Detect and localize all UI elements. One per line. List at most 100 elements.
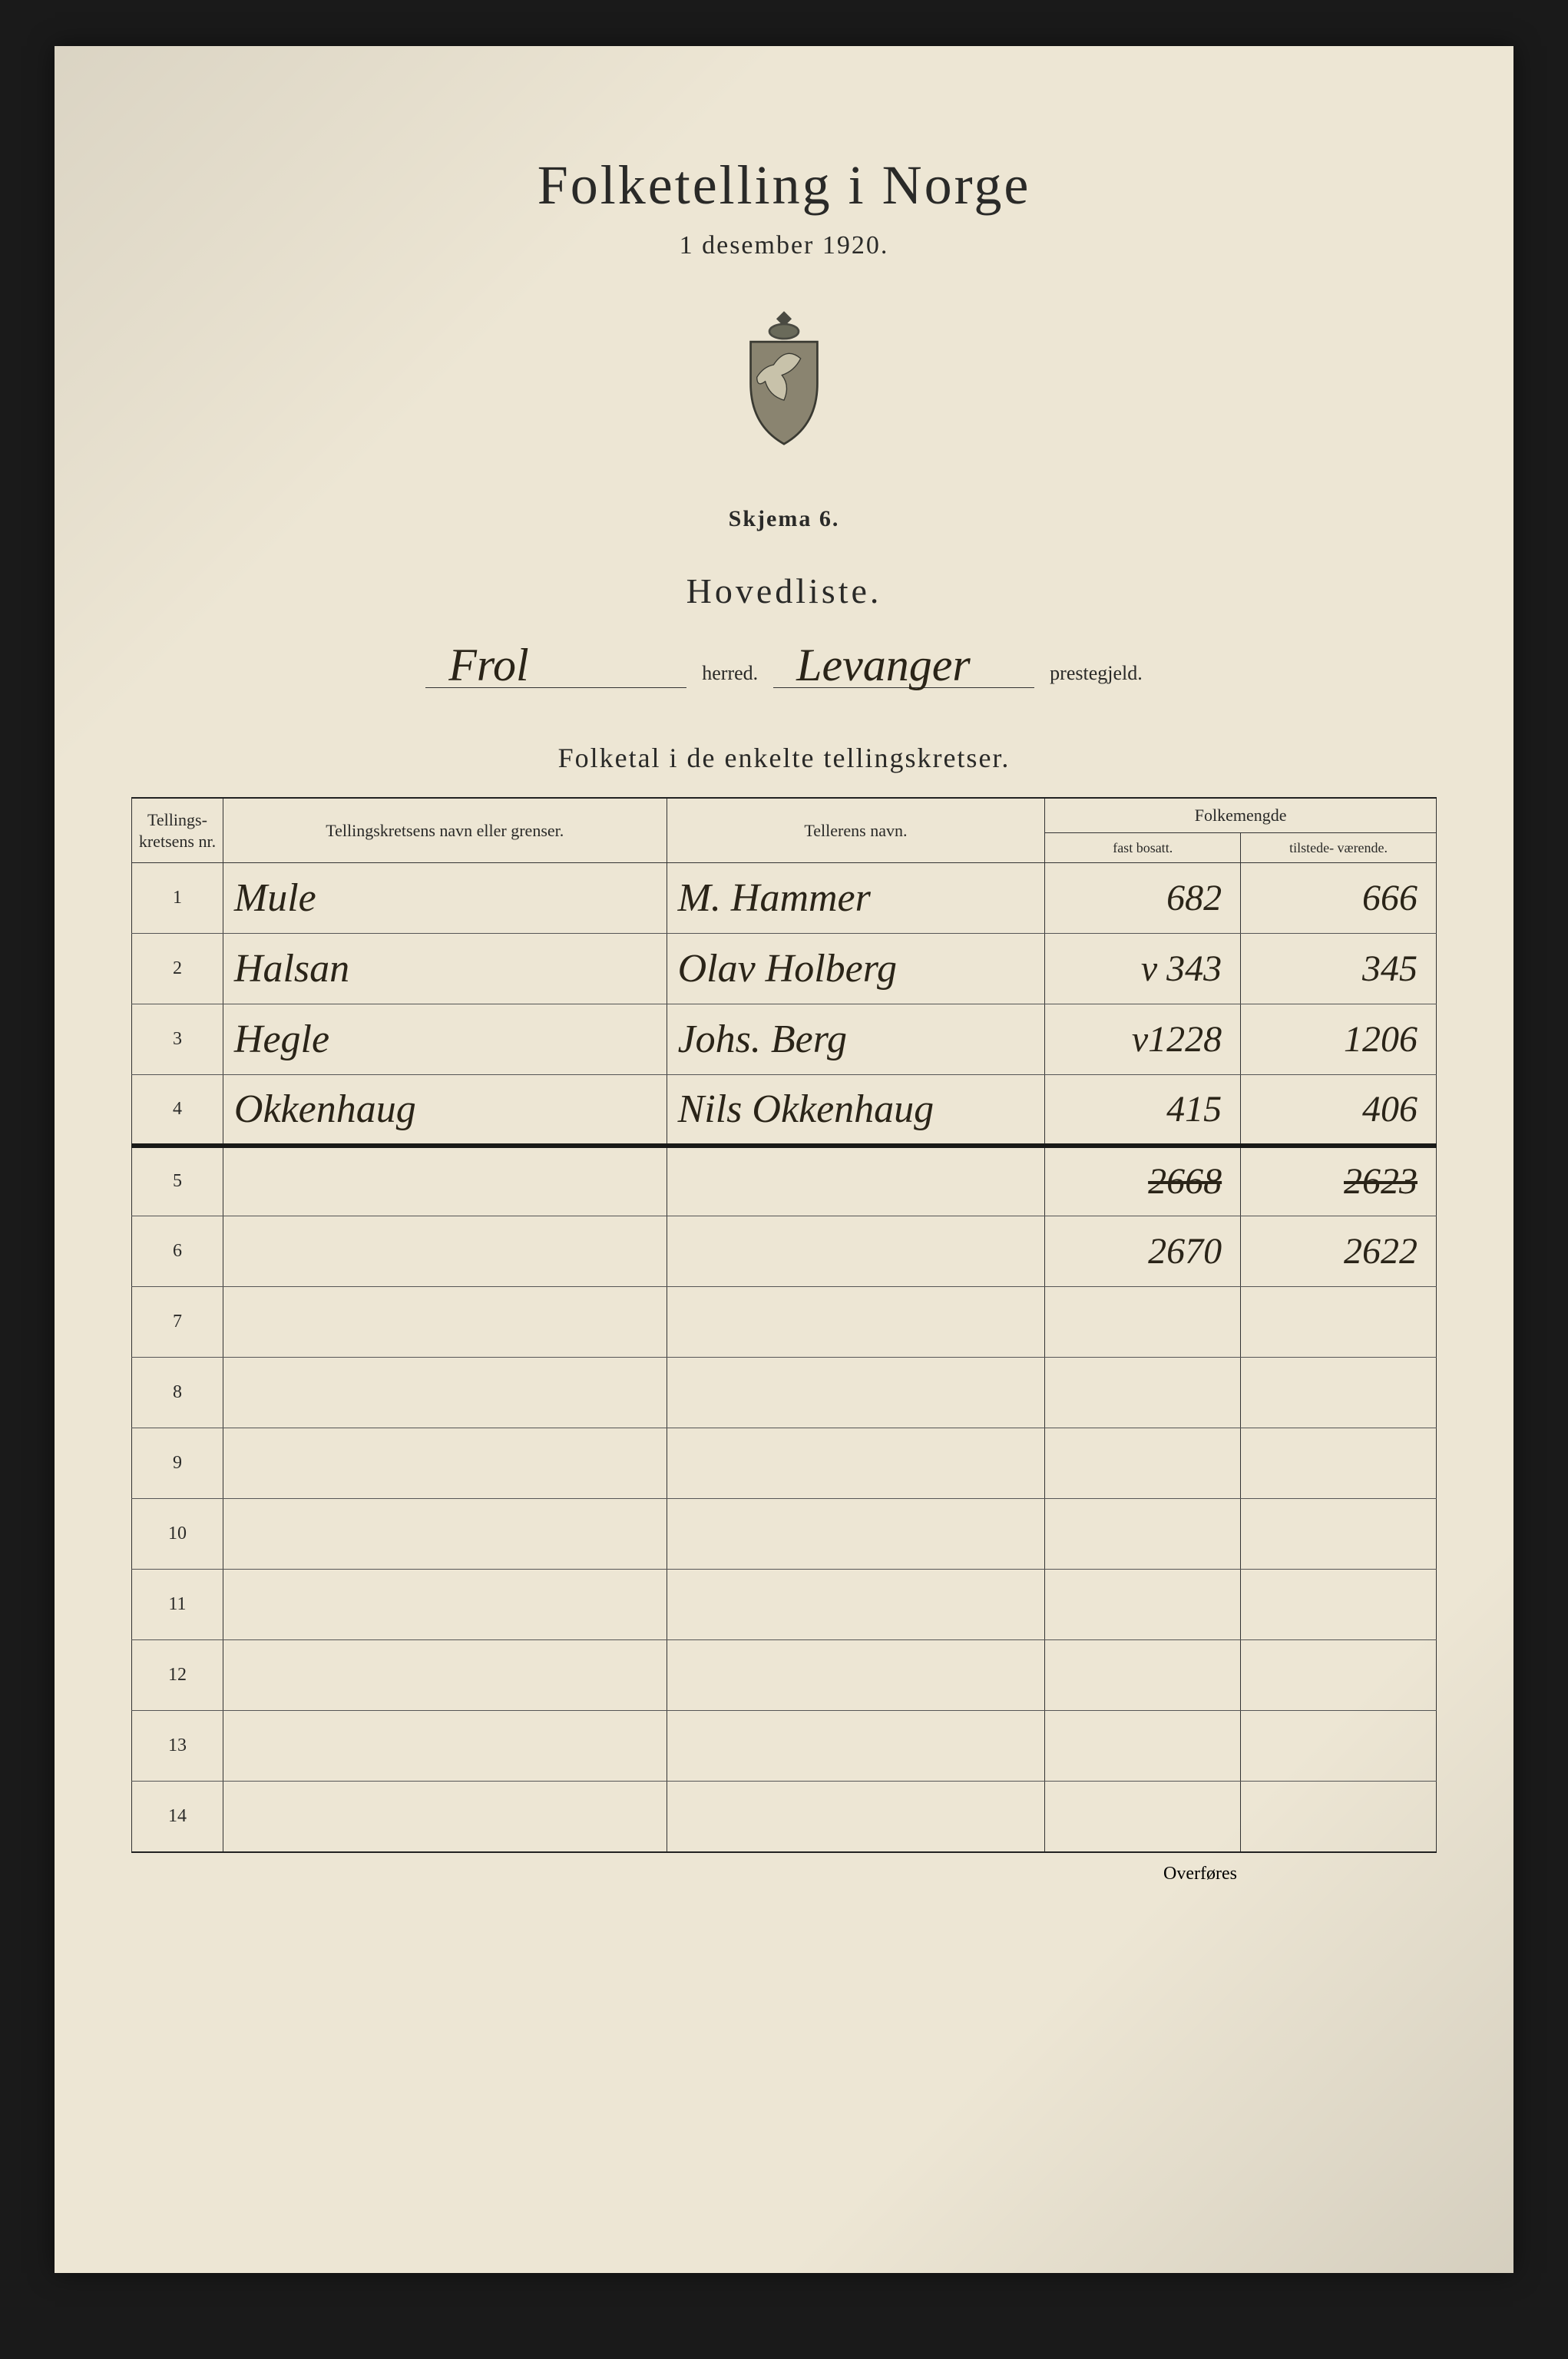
- cell-tilstede: [1241, 1499, 1437, 1570]
- cell-teller: [667, 1428, 1045, 1499]
- table-row: 14: [132, 1782, 1437, 1852]
- herred-label: herred.: [702, 662, 758, 688]
- cell-nr: 1: [132, 863, 223, 934]
- document-header: Folketelling i Norge 1 desember 1920. Sk…: [131, 154, 1437, 774]
- table-row: 2HalsanOlav Holbergv 343345: [132, 934, 1437, 1004]
- cell-navn: Hegle: [223, 1004, 667, 1075]
- table-row: 13: [132, 1711, 1437, 1782]
- table-row: 5 26682623: [132, 1146, 1437, 1216]
- cell-navn: [223, 1287, 667, 1358]
- cell-teller: Johs. Berg: [667, 1004, 1045, 1075]
- cell-tilstede: [1241, 1782, 1437, 1852]
- table-row: 3HegleJohs. Bergv12281206: [132, 1004, 1437, 1075]
- cell-fast: v1228: [1045, 1004, 1241, 1075]
- cell-fast: [1045, 1782, 1241, 1852]
- cell-nr: 3: [132, 1004, 223, 1075]
- cell-fast: 2668: [1045, 1146, 1241, 1216]
- cell-tilstede: [1241, 1640, 1437, 1711]
- cell-fast: [1045, 1499, 1241, 1570]
- cell-nr: 12: [132, 1640, 223, 1711]
- col-header-tilstede: tilstede- værende.: [1241, 832, 1437, 863]
- table-row: 12: [132, 1640, 1437, 1711]
- cell-nr: 11: [132, 1570, 223, 1640]
- cell-navn: [223, 1782, 667, 1852]
- cell-fast: [1045, 1428, 1241, 1499]
- cell-nr: 2: [132, 934, 223, 1004]
- cell-tilstede: 345: [1241, 934, 1437, 1004]
- cell-navn: [223, 1640, 667, 1711]
- cell-nr: 6: [132, 1216, 223, 1287]
- cell-navn: [223, 1711, 667, 1782]
- cell-nr: 9: [132, 1428, 223, 1499]
- overfores-label: Overføres: [131, 1853, 1437, 1884]
- cell-fast: [1045, 1570, 1241, 1640]
- cell-tilstede: 666: [1241, 863, 1437, 934]
- cell-fast: 682: [1045, 863, 1241, 934]
- cell-fast: [1045, 1711, 1241, 1782]
- cell-tilstede: [1241, 1358, 1437, 1428]
- cell-navn: [223, 1146, 667, 1216]
- cell-tilstede: [1241, 1287, 1437, 1358]
- census-table: Tellings- kretsens nr. Tellingskretsens …: [131, 797, 1437, 1853]
- cell-navn: Okkenhaug: [223, 1075, 667, 1146]
- cell-navn: Halsan: [223, 934, 667, 1004]
- cell-teller: [667, 1216, 1045, 1287]
- cell-teller: [667, 1287, 1045, 1358]
- table-row: 6 26702622: [132, 1216, 1437, 1287]
- table-row: 10: [132, 1499, 1437, 1570]
- cell-tilstede: [1241, 1428, 1437, 1499]
- herred-value: Frol: [448, 639, 528, 692]
- census-date: 1 desember 1920.: [131, 231, 1437, 260]
- col-header-fast: fast bosatt.: [1045, 832, 1241, 863]
- cell-nr: 8: [132, 1358, 223, 1428]
- cell-tilstede: 2623: [1241, 1146, 1437, 1216]
- cell-nr: 13: [132, 1711, 223, 1782]
- table-row: 1MuleM. Hammer682666: [132, 863, 1437, 934]
- cell-teller: Olav Holberg: [667, 934, 1045, 1004]
- cell-tilstede: 406: [1241, 1075, 1437, 1146]
- prestegjeld-label: prestegjeld.: [1050, 662, 1143, 688]
- coat-of-arms-icon: [730, 306, 838, 452]
- cell-teller: [667, 1711, 1045, 1782]
- table-row: 11: [132, 1570, 1437, 1640]
- herred-blank: Frol: [425, 650, 686, 688]
- cell-teller: [667, 1358, 1045, 1428]
- cell-nr: 10: [132, 1499, 223, 1570]
- col-header-teller: Tellerens navn.: [667, 798, 1045, 863]
- table-row: 7: [132, 1287, 1437, 1358]
- cell-fast: v 343: [1045, 934, 1241, 1004]
- cell-fast: [1045, 1640, 1241, 1711]
- cell-teller: [667, 1640, 1045, 1711]
- cell-nr: 14: [132, 1782, 223, 1852]
- schema-label: Skjema 6.: [131, 506, 1437, 532]
- cell-teller: [667, 1499, 1045, 1570]
- cell-teller: M. Hammer: [667, 863, 1045, 934]
- col-header-navn: Tellingskretsens navn eller grenser.: [223, 798, 667, 863]
- document-page: Folketelling i Norge 1 desember 1920. Sk…: [55, 46, 1513, 2273]
- cell-fast: 415: [1045, 1075, 1241, 1146]
- cell-tilstede: [1241, 1711, 1437, 1782]
- hovedliste-heading: Hovedliste.: [131, 571, 1437, 611]
- cell-tilstede: [1241, 1570, 1437, 1640]
- col-header-nr: Tellings- kretsens nr.: [132, 798, 223, 863]
- cell-nr: 7: [132, 1287, 223, 1358]
- cell-fast: [1045, 1358, 1241, 1428]
- table-subtitle: Folketal i de enkelte tellingskretser.: [131, 742, 1437, 774]
- col-header-folkemengde: Folkemengde: [1045, 798, 1437, 832]
- cell-teller: [667, 1782, 1045, 1852]
- cell-nr: 4: [132, 1075, 223, 1146]
- cell-navn: [223, 1358, 667, 1428]
- cell-nr: 5: [132, 1146, 223, 1216]
- table-row: 4OkkenhaugNils Okkenhaug415406: [132, 1075, 1437, 1146]
- cell-navn: [223, 1570, 667, 1640]
- cell-navn: Mule: [223, 863, 667, 934]
- cell-fast: 2670: [1045, 1216, 1241, 1287]
- table-row: 8: [132, 1358, 1437, 1428]
- cell-tilstede: 2622: [1241, 1216, 1437, 1287]
- table-body: 1MuleM. Hammer6826662HalsanOlav Holbergv…: [132, 863, 1437, 1852]
- cell-navn: [223, 1499, 667, 1570]
- cell-navn: [223, 1428, 667, 1499]
- table-row: 9: [132, 1428, 1437, 1499]
- cell-teller: Nils Okkenhaug: [667, 1075, 1045, 1146]
- cell-tilstede: 1206: [1241, 1004, 1437, 1075]
